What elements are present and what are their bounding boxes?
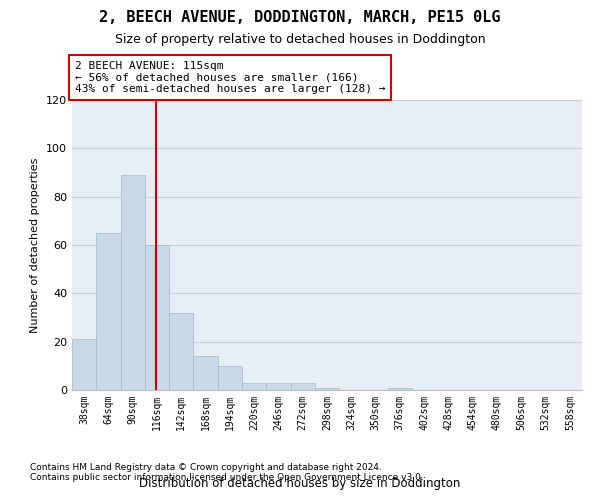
Bar [388, 388, 412, 390]
Bar [169, 312, 193, 390]
Bar [266, 383, 290, 390]
Bar [193, 356, 218, 390]
Text: 2 BEECH AVENUE: 115sqm
← 56% of detached houses are smaller (166)
43% of semi-de: 2 BEECH AVENUE: 115sqm ← 56% of detached… [74, 61, 385, 94]
Bar [121, 175, 145, 390]
Bar [218, 366, 242, 390]
Bar [242, 383, 266, 390]
Y-axis label: Number of detached properties: Number of detached properties [31, 158, 40, 332]
Text: 2, BEECH AVENUE, DODDINGTON, MARCH, PE15 0LG: 2, BEECH AVENUE, DODDINGTON, MARCH, PE15… [99, 10, 501, 25]
Bar [145, 245, 169, 390]
Text: Size of property relative to detached houses in Doddington: Size of property relative to detached ho… [115, 32, 485, 46]
Bar [290, 383, 315, 390]
Text: Distribution of detached houses by size in Doddington: Distribution of detached houses by size … [139, 477, 461, 490]
Bar [72, 339, 96, 390]
Text: Contains HM Land Registry data © Crown copyright and database right 2024.: Contains HM Land Registry data © Crown c… [30, 462, 382, 471]
Text: Contains public sector information licensed under the Open Government Licence v3: Contains public sector information licen… [30, 472, 424, 482]
Bar [315, 388, 339, 390]
Bar [96, 233, 121, 390]
